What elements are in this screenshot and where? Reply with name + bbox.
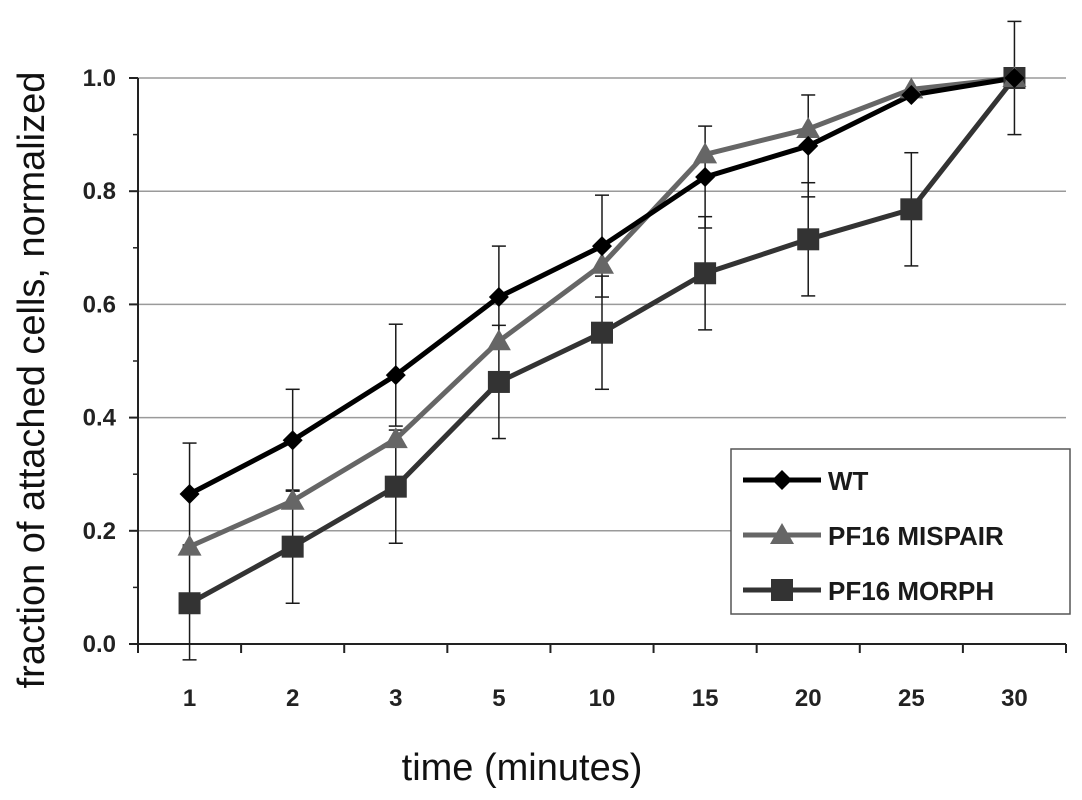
y-tick-label: 0.6: [83, 291, 116, 318]
data-point: [486, 329, 511, 351]
data-point: [590, 252, 614, 274]
y-tick-label: 0.8: [83, 178, 116, 205]
data-point: [797, 228, 820, 251]
axes: [129, 77, 1067, 653]
x-tick-label: 1: [183, 685, 196, 712]
y-tick-label: 1.0: [83, 65, 116, 92]
series-markers: [177, 66, 1027, 615]
x-tick-label: 10: [589, 685, 616, 712]
legend-swatch-marker: [771, 579, 793, 601]
data-point: [385, 365, 406, 386]
data-point: [693, 142, 718, 164]
y-tick-label: 0.2: [83, 518, 116, 545]
data-point: [694, 262, 717, 285]
data-point: [592, 236, 612, 257]
data-point: [1004, 68, 1025, 88]
data-point: [282, 430, 303, 451]
legend: WT PF16 MISPAIR PF16 MORPH: [730, 448, 1071, 615]
data-point: [900, 198, 923, 221]
data-point: [281, 535, 304, 558]
x-tick-label: 25: [898, 685, 925, 712]
data-point: [383, 427, 408, 449]
data-point: [384, 475, 407, 498]
data-point: [488, 287, 509, 308]
y-axis-title: fraction of attached cells, normalized: [11, 72, 53, 689]
legend-label: PF16 MISPAIR: [828, 521, 1004, 551]
legend-label: PF16 MORPH: [828, 576, 994, 606]
data-point: [177, 534, 202, 556]
data-point: [178, 592, 201, 615]
y-tick-label: 0.4: [83, 405, 117, 432]
data-point: [280, 488, 305, 510]
data-point: [798, 135, 819, 156]
data-point: [901, 84, 922, 105]
legend-swatch-marker: [772, 470, 792, 490]
x-tick-label: 3: [389, 685, 402, 712]
data-point: [591, 321, 613, 344]
x-tick-label: 2: [286, 685, 299, 712]
data-point: [695, 167, 716, 188]
data-point: [487, 370, 510, 393]
x-tick-label: 15: [692, 685, 719, 712]
data-point: [179, 484, 200, 505]
x-tick-labels: 1 2 3 5 10 15 20 25 30: [183, 685, 1028, 712]
legend-label: WT: [828, 466, 869, 496]
legend-swatch-marker: [770, 523, 794, 544]
x-axis-title: time (minutes): [402, 747, 643, 789]
data-point: [796, 116, 821, 138]
x-tick-label: 30: [1001, 685, 1028, 712]
y-tick-labels: 0.0 0.2 0.4 0.6 0.8 1.0: [83, 65, 117, 658]
y-tick-label: 0.0: [83, 631, 116, 658]
x-tick-label: 5: [492, 685, 505, 712]
x-tick-label: 20: [795, 685, 822, 712]
